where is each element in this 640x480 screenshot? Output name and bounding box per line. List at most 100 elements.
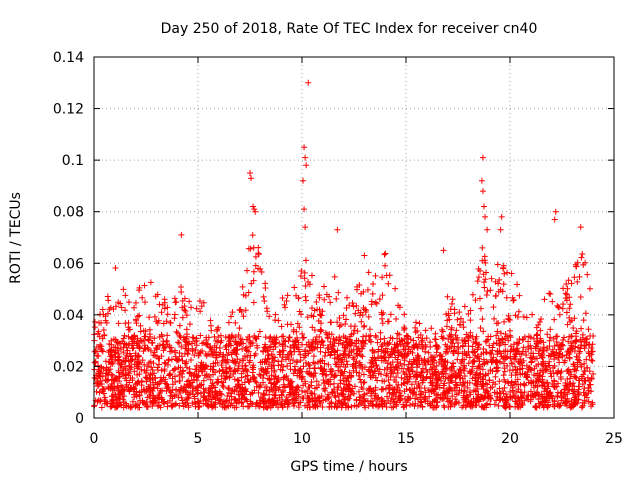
data-point [146, 314, 153, 321]
data-point [200, 385, 207, 392]
data-point [251, 333, 258, 340]
data-point [126, 362, 133, 369]
data-point [462, 395, 469, 402]
data-point [391, 376, 398, 383]
data-point [511, 381, 518, 388]
data-point [284, 353, 291, 360]
data-point [192, 338, 199, 345]
data-point [401, 346, 408, 353]
data-point [238, 374, 245, 381]
data-point [538, 338, 545, 345]
data-point [248, 175, 255, 182]
data-point [182, 342, 189, 349]
data-point [117, 300, 124, 307]
data-point [530, 335, 537, 342]
data-point [257, 382, 264, 389]
data-point [141, 282, 148, 289]
data-point [512, 392, 519, 399]
data-point [392, 285, 399, 292]
data-point [520, 313, 527, 320]
data-point [136, 389, 143, 396]
data-point [373, 401, 380, 408]
data-point [168, 356, 175, 363]
data-point [227, 342, 234, 349]
data-point [421, 359, 428, 366]
data-point [554, 392, 561, 399]
data-point [531, 355, 538, 362]
data-point [428, 402, 435, 409]
data-point [236, 325, 243, 332]
y-tick-label: 0.1 [62, 153, 84, 169]
data-point [425, 349, 432, 356]
data-point [472, 297, 479, 304]
data-point [503, 391, 510, 398]
data-point [507, 332, 514, 339]
data-point [489, 384, 496, 391]
data-point [422, 327, 429, 334]
data-point [516, 358, 523, 365]
data-point [249, 232, 256, 239]
data-point [541, 296, 548, 303]
data-point [189, 387, 196, 394]
data-point [539, 401, 546, 408]
data-point [121, 340, 128, 347]
data-point [454, 334, 461, 341]
data-point [295, 339, 302, 346]
data-point [465, 310, 472, 317]
data-point [134, 358, 141, 365]
data-point [420, 374, 427, 381]
data-point [555, 304, 562, 311]
data-point [539, 379, 546, 386]
data-point [227, 390, 234, 397]
data-point [456, 366, 463, 373]
data-point [154, 403, 161, 410]
data-point [474, 278, 481, 285]
data-point [148, 364, 155, 371]
data-point [353, 350, 360, 357]
data-point [124, 347, 131, 354]
data-point [385, 377, 392, 384]
data-point [357, 376, 364, 383]
data-point [308, 379, 315, 386]
data-point [467, 329, 474, 336]
data-point [549, 401, 556, 408]
data-point [446, 332, 453, 339]
data-point [240, 313, 247, 320]
data-point [483, 387, 490, 394]
data-point [167, 320, 174, 327]
data-point [114, 345, 121, 352]
data-point [512, 378, 519, 385]
data-point [561, 386, 568, 393]
data-point [450, 360, 457, 367]
data-point [112, 353, 119, 360]
data-point [158, 377, 165, 384]
data-point [461, 303, 468, 310]
data-point [291, 284, 298, 291]
data-point [517, 389, 524, 396]
data-point [460, 319, 467, 326]
data-point [553, 339, 560, 346]
data-point [258, 365, 265, 372]
data-point [588, 357, 595, 364]
data-point [475, 391, 482, 398]
data-point [220, 383, 227, 390]
data-point [149, 402, 156, 409]
data-point [488, 395, 495, 402]
data-point [147, 371, 154, 378]
data-point [335, 289, 342, 296]
data-point [323, 378, 330, 385]
data-point [326, 293, 333, 300]
data-point [452, 396, 459, 403]
data-point [547, 326, 554, 333]
data-point [494, 328, 501, 335]
data-point [347, 386, 354, 393]
data-point [183, 345, 190, 352]
data-point [207, 376, 214, 383]
data-point [243, 267, 250, 274]
data-point [371, 395, 378, 402]
chart-title: Day 250 of 2018, Rate Of TEC Index for r… [161, 21, 538, 37]
data-point [383, 370, 390, 377]
data-point [295, 295, 302, 302]
data-point [233, 347, 240, 354]
data-point [131, 339, 138, 346]
